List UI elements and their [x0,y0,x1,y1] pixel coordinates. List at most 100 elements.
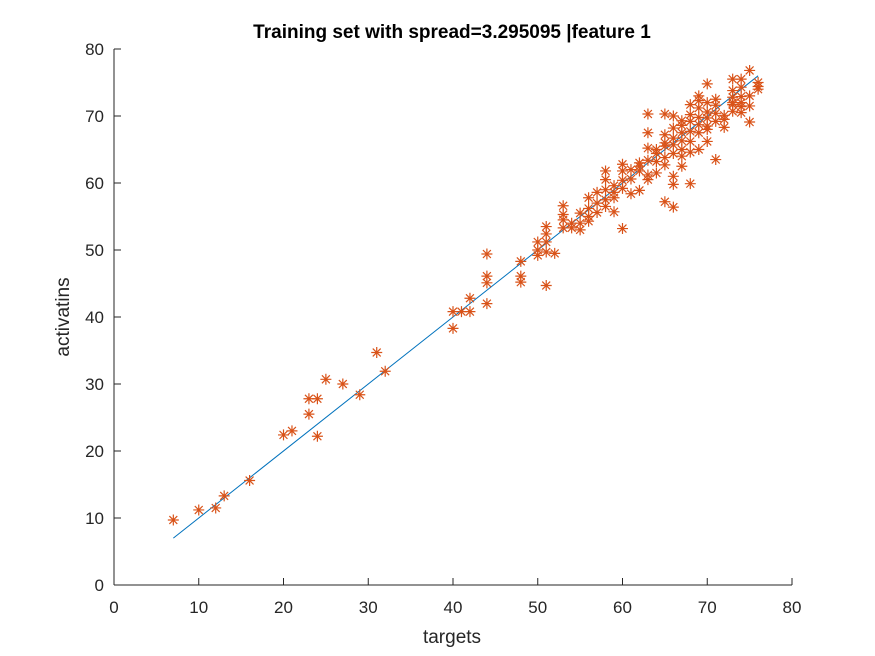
data-point [218,490,230,502]
data-point [617,182,628,194]
data-point [676,115,688,127]
data-point [540,221,552,233]
data-point [303,393,315,405]
data-point [625,188,637,200]
x-tick-label: 40 [444,598,463,617]
data-point [600,194,612,206]
data-point [693,144,705,155]
y-tick-label: 40 [85,308,104,327]
data-point [659,129,671,141]
data-point [735,81,747,93]
data-point [566,217,578,229]
data-point [710,115,722,127]
x-tick-label: 80 [783,598,802,617]
data-point [557,200,569,212]
data-point [591,206,603,218]
data-point [701,78,713,90]
data-point [481,270,493,282]
data-point [684,99,696,111]
data-point [193,504,205,516]
data-point [515,276,527,288]
data-point [583,192,595,204]
data-point [667,178,679,190]
data-point [311,430,323,442]
data-point [752,83,764,95]
data-point [583,202,595,214]
data-point [608,186,620,198]
data-point [693,102,705,114]
data-point [455,306,467,318]
y-tick-label: 70 [85,107,104,126]
data-point [752,77,764,88]
data-point [574,207,586,219]
x-tick-label: 70 [698,598,717,617]
x-tick-label: 30 [359,598,378,617]
data-point [659,196,671,208]
data-point [744,100,756,112]
data-point [676,135,688,147]
data-point [464,306,476,318]
data-point [557,222,569,234]
data-point [557,214,569,226]
data-point [718,109,730,121]
data-point [286,425,298,437]
data-point [583,215,595,227]
data-point [676,150,688,162]
data-point [642,127,654,139]
data-point [718,121,730,133]
data-point [540,280,552,292]
data-point [600,165,612,177]
y-tick-label: 80 [85,40,104,59]
data-point [481,248,493,260]
data-point [650,156,662,168]
data-point [532,236,544,248]
data-point [642,154,654,166]
data-point [659,152,671,164]
data-point [684,135,696,147]
data-point [684,125,696,137]
data-point [617,223,628,235]
data-point [608,180,620,192]
x-tick-label: 20 [274,598,293,617]
data-point [481,277,493,289]
data-point [684,109,696,121]
y-tick-label: 30 [85,375,104,394]
data-point [337,378,349,390]
data-point [727,105,739,117]
data-point [464,292,476,304]
data-point [549,247,561,259]
data-point [591,197,603,209]
data-point [659,159,671,171]
data-point [676,160,688,172]
data-point [642,142,654,154]
data-point [600,200,612,212]
data-point [744,116,756,128]
data-point [540,236,552,248]
data-point [608,206,620,218]
data-point [667,148,679,160]
y-tick-label: 60 [85,174,104,193]
data-point [642,169,654,181]
data-point [532,249,544,261]
data-point [667,170,679,182]
data-point [354,389,366,401]
x-axis: 0 10 20 30 40 50 60 70 80 [109,578,801,617]
data-point [650,144,662,155]
data-point [617,158,628,170]
data-point [693,111,705,123]
data-point [710,107,722,119]
data-point [642,108,654,120]
data-point [667,201,679,213]
data-point [667,132,679,144]
data-point [676,144,688,155]
data-point [591,186,603,198]
x-axis-label: targets [423,627,481,648]
data-point [693,95,705,107]
data-point [633,157,645,169]
x-tick-label: 0 [109,598,118,617]
data-point [540,246,552,258]
fit-line-layer [173,75,759,539]
data-point [667,110,679,122]
data-point [659,137,671,149]
